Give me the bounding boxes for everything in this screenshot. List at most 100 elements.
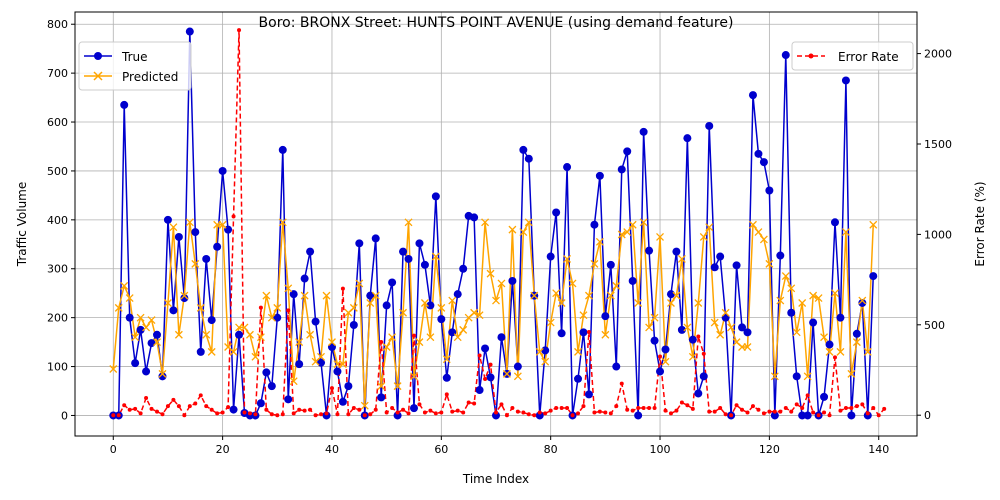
y2-tick-label: 1500 xyxy=(924,138,952,151)
error-rate-point xyxy=(822,410,827,415)
predicted-point xyxy=(202,330,211,339)
error-rate-point xyxy=(127,407,132,412)
predicted-point xyxy=(481,218,490,227)
true-point xyxy=(235,330,244,339)
true-point xyxy=(399,247,408,256)
predicted-point xyxy=(841,228,850,237)
true-point xyxy=(404,254,413,263)
predicted-point xyxy=(142,323,151,332)
true-point xyxy=(852,329,861,338)
true-point xyxy=(431,192,440,201)
error-rate-point xyxy=(674,408,679,413)
predicted-point xyxy=(639,218,648,227)
true-point xyxy=(267,382,276,391)
predicted-point xyxy=(136,313,145,322)
predicted-point xyxy=(634,299,643,307)
error-rate-point xyxy=(750,404,755,409)
true-point xyxy=(683,134,692,143)
error-rate-point xyxy=(477,353,482,358)
true-point xyxy=(333,367,342,376)
error-rate-point xyxy=(417,402,422,407)
predicted-point xyxy=(180,291,189,300)
error-rate-point xyxy=(729,413,734,418)
error-rate-point xyxy=(133,406,138,411)
true-point xyxy=(262,368,271,377)
true-point xyxy=(847,411,856,420)
true-point xyxy=(355,239,364,248)
predicted-point xyxy=(727,323,736,332)
error-rate-point xyxy=(761,411,766,416)
predicted-point xyxy=(546,318,555,327)
error-rate-point xyxy=(543,411,548,416)
true-point xyxy=(344,382,353,391)
error-rate-point xyxy=(740,407,745,412)
predicted-point xyxy=(377,382,386,391)
predicted-point xyxy=(847,369,856,378)
predicted-point xyxy=(716,330,725,339)
true-point xyxy=(437,315,446,324)
error-rate-point xyxy=(231,214,236,219)
x-axis-ticks: 0 20 40 60 80 100 120 140 xyxy=(110,436,889,456)
true-point xyxy=(163,215,172,224)
predicted-point xyxy=(355,279,364,288)
true-point xyxy=(519,145,528,154)
true-point xyxy=(787,308,796,317)
true-point xyxy=(776,251,785,260)
error-rate-point xyxy=(619,381,624,386)
predicted-point xyxy=(207,347,216,356)
predicted-point xyxy=(120,281,129,290)
error-rate-point xyxy=(772,409,777,414)
error-rate-point xyxy=(679,400,684,405)
predicted-point xyxy=(809,291,818,300)
true-point xyxy=(781,51,790,60)
error-rate-point xyxy=(466,400,471,405)
series-line-error-rate xyxy=(113,29,885,416)
error-rate-point xyxy=(280,412,285,417)
error-rate-point xyxy=(368,412,373,417)
error-rate-point xyxy=(608,411,613,416)
true-point xyxy=(820,392,829,401)
x-tick-label: 80 xyxy=(544,443,558,456)
error-rate-point xyxy=(483,377,488,382)
legend-true-label: True xyxy=(121,50,148,64)
predicted-point xyxy=(114,303,123,312)
true-point xyxy=(557,329,566,338)
y-tick-label: 600 xyxy=(47,116,68,129)
true-point xyxy=(765,186,774,195)
predicted-point xyxy=(475,311,484,320)
legend-predicted-marker xyxy=(93,71,103,81)
predicted-point xyxy=(776,296,785,305)
legend-predicted-label: Predicted xyxy=(122,70,178,84)
true-point xyxy=(595,171,604,180)
error-rate-point xyxy=(165,404,170,409)
true-point xyxy=(601,312,610,321)
plot-frame xyxy=(74,11,918,437)
predicted-point xyxy=(399,308,408,317)
true-point xyxy=(136,325,145,334)
predicted-point xyxy=(601,330,610,339)
true-point xyxy=(295,360,304,369)
true-point xyxy=(120,100,129,109)
predicted-point xyxy=(650,313,659,322)
error-rate-point xyxy=(242,410,247,415)
predicted-point xyxy=(371,291,380,300)
predicted-point xyxy=(792,328,801,337)
true-point xyxy=(191,228,200,237)
error-rate-point xyxy=(258,305,263,310)
error-rate-point xyxy=(444,392,449,397)
true-point xyxy=(677,325,686,334)
error-rate-point xyxy=(849,405,854,410)
true-point xyxy=(836,313,845,322)
predicted-point xyxy=(185,218,194,227)
predicted-point xyxy=(492,296,500,305)
error-rate-point xyxy=(559,405,564,410)
x-tick-label: 40 xyxy=(325,443,339,456)
y-tick-label: 800 xyxy=(47,18,68,31)
predicted-point xyxy=(278,218,287,227)
predicted-point xyxy=(393,382,402,391)
error-rate-point xyxy=(472,401,477,406)
predicted-point xyxy=(759,235,768,244)
error-rate-point xyxy=(160,412,165,417)
true-point xyxy=(388,278,397,287)
error-rate-point xyxy=(116,413,121,418)
